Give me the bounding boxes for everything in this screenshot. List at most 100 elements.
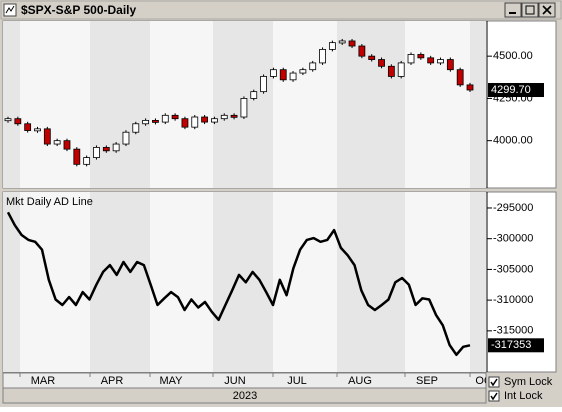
candle-body bbox=[122, 131, 130, 145]
lock-controls: Sym Lock Int Lock bbox=[488, 376, 553, 402]
checkbox[interactable] bbox=[488, 376, 500, 388]
y-tick-label: -315000 bbox=[493, 325, 533, 337]
candle-body bbox=[397, 62, 405, 77]
candle-body bbox=[387, 65, 395, 77]
candle-body bbox=[181, 118, 189, 128]
candle-body bbox=[83, 157, 91, 165]
candle-body bbox=[63, 140, 71, 150]
axes: 4000.004250.004500.004299.70-295000-3000… bbox=[487, 50, 544, 353]
candle-body bbox=[427, 57, 435, 64]
month-band bbox=[3, 21, 20, 188]
last-value-box bbox=[488, 83, 544, 98]
window-buttons bbox=[504, 2, 556, 18]
ad-plot bbox=[6, 211, 471, 357]
month-band bbox=[213, 192, 273, 372]
candle-body bbox=[279, 69, 287, 81]
price-plot bbox=[4, 38, 474, 167]
month-bands bbox=[3, 192, 486, 372]
candle-body bbox=[270, 69, 277, 77]
candle-body bbox=[260, 76, 267, 93]
month-band bbox=[405, 192, 470, 372]
candle-body bbox=[230, 114, 238, 118]
candle-body bbox=[417, 54, 425, 59]
y-tick-label: -300000 bbox=[493, 233, 533, 245]
candle-body bbox=[378, 59, 385, 67]
month-band bbox=[150, 21, 213, 188]
candle-body bbox=[309, 62, 317, 71]
month-label: APR bbox=[101, 375, 124, 387]
last-value-label: 4299.70 bbox=[491, 84, 531, 96]
month-label: AUG bbox=[348, 375, 372, 387]
candle-body bbox=[201, 116, 208, 123]
candle-body bbox=[368, 55, 376, 60]
month-band bbox=[337, 192, 405, 372]
candle-body bbox=[102, 147, 110, 152]
month-band bbox=[150, 192, 213, 372]
candle-body bbox=[161, 114, 169, 123]
app-icon-glyph bbox=[5, 5, 15, 14]
candle-body bbox=[24, 123, 32, 131]
candle-body bbox=[4, 118, 12, 122]
month-labels: MAR APR MAY JUN JUL AUG SEP OCT bbox=[19, 373, 499, 387]
month-band bbox=[90, 21, 150, 188]
maximize-button[interactable] bbox=[521, 2, 539, 18]
candle-body bbox=[289, 72, 297, 81]
candle-body bbox=[319, 48, 326, 64]
month-label: SEP bbox=[416, 375, 438, 387]
ad-line bbox=[6, 211, 471, 357]
ad-title: Mkt Daily AD Line bbox=[6, 196, 93, 208]
candle-body bbox=[191, 116, 199, 128]
candle-body bbox=[466, 84, 474, 91]
month-label: MAY bbox=[159, 375, 183, 387]
last-value-box bbox=[488, 338, 544, 353]
y-tick-label: -310000 bbox=[493, 294, 533, 306]
window-title: $SPX-S&P 500-Daily bbox=[21, 3, 136, 17]
y-tick-label: 4000.00 bbox=[493, 135, 533, 147]
candle-body bbox=[73, 148, 81, 165]
candle-body bbox=[53, 140, 61, 145]
candle-body bbox=[220, 114, 228, 120]
candle-body bbox=[171, 114, 179, 120]
minimize-button[interactable] bbox=[504, 2, 522, 18]
candle-body bbox=[348, 40, 356, 47]
checkbox-label: Int Lock bbox=[504, 390, 543, 402]
checkmark bbox=[490, 392, 498, 401]
candle-body bbox=[132, 123, 140, 133]
candle-body bbox=[34, 128, 41, 132]
month-label: MAR bbox=[31, 375, 56, 387]
candle-body bbox=[407, 54, 415, 64]
month-band bbox=[90, 192, 150, 372]
y-tick-label: -305000 bbox=[493, 263, 533, 275]
month-band bbox=[337, 21, 405, 188]
candle-body bbox=[14, 118, 22, 125]
y-tick-label: -295000 bbox=[493, 202, 533, 214]
year-strip bbox=[2, 387, 487, 404]
last-value-label: -317353 bbox=[491, 339, 531, 351]
month-band bbox=[273, 192, 337, 372]
month-band bbox=[20, 192, 90, 372]
close-glyph bbox=[542, 5, 552, 15]
month-label: OCT bbox=[475, 375, 499, 387]
month-band bbox=[470, 192, 486, 372]
candle-body bbox=[338, 40, 346, 44]
candle-body bbox=[446, 59, 454, 71]
checkbox-label: Sym Lock bbox=[504, 376, 553, 388]
candle-body bbox=[211, 118, 218, 123]
candle-body bbox=[112, 143, 120, 152]
month-band bbox=[273, 21, 337, 188]
candle-body bbox=[328, 42, 336, 50]
candle-body bbox=[43, 128, 51, 145]
checkmark bbox=[490, 378, 498, 387]
year-label: 2023 bbox=[233, 390, 257, 402]
candle-body bbox=[152, 119, 159, 123]
candle-body bbox=[456, 69, 464, 86]
candle-body bbox=[299, 69, 307, 74]
title-bar bbox=[0, 0, 562, 20]
month-label: JUN bbox=[224, 375, 245, 387]
month-label: JUL bbox=[287, 375, 307, 387]
candle-body bbox=[142, 119, 150, 125]
checkbox[interactable] bbox=[488, 390, 500, 402]
month-band bbox=[3, 192, 20, 372]
candle-body bbox=[240, 98, 248, 118]
